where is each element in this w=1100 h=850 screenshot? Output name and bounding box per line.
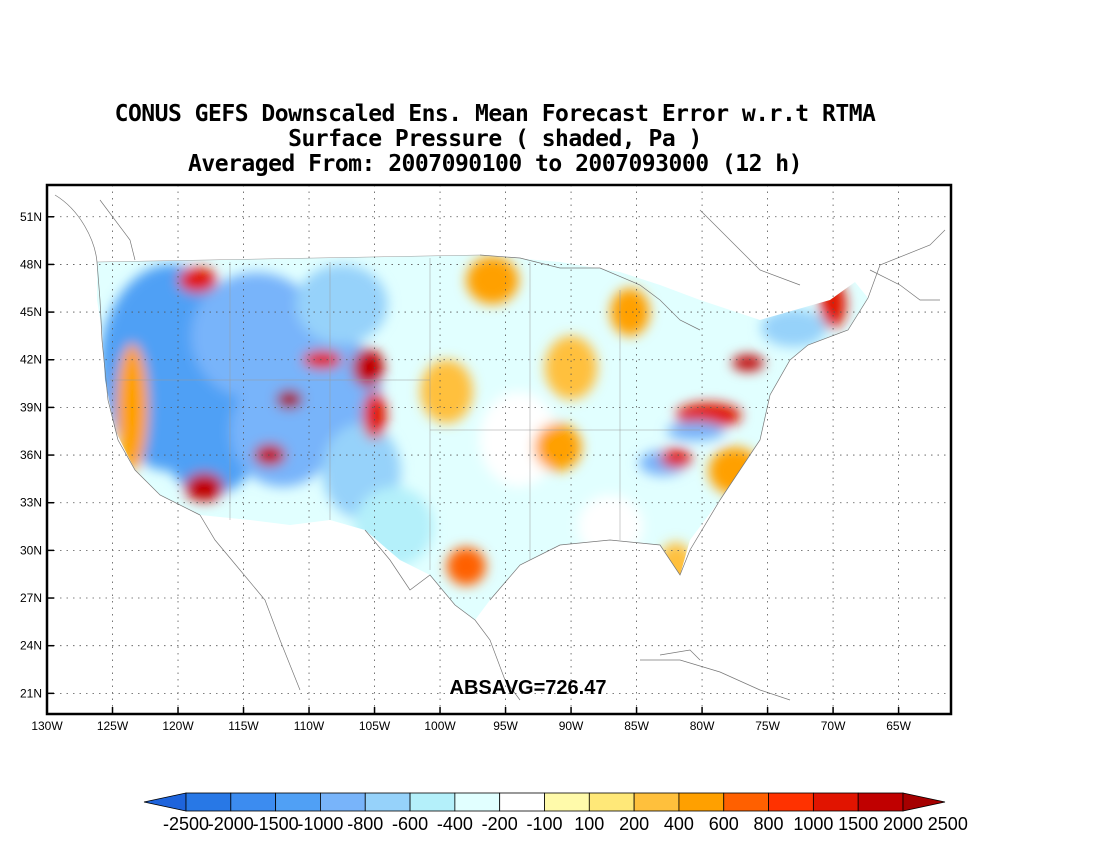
field-region-15: [178, 267, 218, 294]
field-region-11: [254, 443, 286, 467]
colorbar-label: 1500: [838, 814, 878, 834]
colorbar-left-arrow: [143, 792, 187, 812]
colorbar-swatch: [185, 792, 232, 812]
field-region-12: [302, 350, 342, 370]
field-region-1: [191, 272, 323, 400]
colorbar-swatch: [812, 792, 859, 812]
lat-tick-label: 30N: [20, 543, 42, 557]
lon-tick-label: 80W: [690, 719, 715, 733]
colorbar-swatch: [320, 792, 366, 812]
field-region-10: [276, 389, 303, 409]
title-line-3: Averaged From: 2007090100 to 2007093000 …: [188, 151, 802, 177]
lon-tick-label: 65W: [886, 719, 911, 733]
colorbar-label: 600: [709, 814, 739, 834]
colorbar-label: 2500: [928, 814, 968, 834]
colorbar-label: -1500: [253, 814, 299, 834]
lat-tick-label: 27N: [20, 591, 42, 605]
field-region-9: [184, 472, 224, 502]
lon-tick-label: 85W: [624, 719, 649, 733]
absavg-annotation: ABSAVG=726.47: [450, 677, 607, 699]
field-region-23: [610, 288, 650, 336]
coastline-outlines: [54, 194, 946, 701]
colorbar-label: -100: [526, 814, 562, 834]
colorbar-swatch: [633, 792, 680, 812]
colorbar-label: -400: [437, 814, 473, 834]
lon-tick-label: 90W: [559, 719, 584, 733]
plot-frame: [45, 183, 953, 716]
colorbar-swatch: [454, 792, 501, 812]
colorbar-label: 800: [754, 814, 784, 834]
colorbar-swatch: [275, 792, 321, 812]
colorbar-label: -800: [347, 814, 383, 834]
field-region-25: [666, 421, 725, 441]
colorbar-label: -1000: [297, 814, 343, 834]
field-region-17: [420, 359, 473, 424]
colorbar-swatch: [678, 792, 725, 812]
field-region-28: [761, 308, 827, 348]
colorbar-swatch: [499, 792, 545, 812]
field-region-30: [732, 354, 764, 371]
lon-tick-label: 110W: [294, 719, 325, 733]
lat-tick-label: 39N: [20, 400, 42, 414]
lon-tick-label: 75W: [755, 719, 780, 733]
lon-tick-label: 125W: [97, 719, 129, 733]
colorbar-swatch: [857, 792, 904, 812]
colorbar-swatch: [723, 792, 769, 812]
lat-tick-label: 24N: [20, 639, 42, 653]
title-line-2: Surface Pressure ( shaded, Pa ): [288, 126, 702, 152]
lat-tick-label: 36N: [20, 448, 42, 462]
colorbar-label: 100: [574, 814, 604, 834]
lat-tick-label: 45N: [20, 305, 42, 319]
field-region-21: [534, 423, 582, 471]
colorbar-swatch: [588, 792, 635, 812]
lon-tick-label: 120W: [162, 719, 194, 733]
colorbar-swatch: [409, 792, 456, 812]
lon-tick-label: 70W: [821, 719, 846, 733]
field-region-14: [362, 391, 387, 440]
lon-tick-label: 130W: [31, 719, 63, 733]
lon-tick-label: 100W: [424, 719, 456, 733]
lat-tick-label: 21N: [20, 686, 42, 700]
lat-tick-label: 48N: [20, 257, 42, 271]
lat-tick-label: 51N: [20, 210, 42, 224]
lon-tick-label: 115W: [228, 719, 259, 733]
field-region-24: [675, 402, 742, 429]
colorbar-label: -600: [392, 814, 428, 834]
colorbar-label: -2500: [163, 814, 209, 834]
field-region-19: [466, 256, 519, 305]
colorbar: -2500-2000-1500-1000 -800 -600 -400 -200 -100…: [143, 792, 968, 834]
lon-tick-label: 105W: [359, 719, 391, 733]
map-title: CONUS GEFS Downscaled Ens. Mean Forecast…: [0, 102, 990, 177]
longitude-labels: 130W 125W 120W 115W 110W 105W 100W 95W 90W 85W 80W…: [31, 719, 911, 733]
colorbar-label: 200: [619, 814, 649, 834]
colorbar-swatch: [230, 792, 277, 812]
lat-tick-label: 42N: [20, 353, 42, 367]
colorbar-swatch: [544, 792, 590, 812]
colorbar-swatch: [768, 792, 814, 812]
title-line-1: CONUS GEFS Downscaled Ens. Mean Forecast…: [114, 101, 876, 127]
field-region-18: [479, 391, 558, 487]
lat-tick-label: 33N: [20, 496, 42, 510]
colorbar-label: 1000: [793, 814, 833, 834]
field-region-27: [660, 448, 692, 468]
colorbar-label: 2000: [883, 814, 923, 834]
colorbar-right-arrow: [902, 792, 946, 812]
field-region-13: [352, 348, 384, 387]
colorbar-label: -200: [482, 814, 518, 834]
lon-tick-label: 95W: [493, 719, 518, 733]
field-region-6: [295, 264, 388, 344]
colorbar-label: -2000: [208, 814, 254, 834]
border-lines: [96, 254, 700, 570]
field-region-16: [446, 547, 486, 586]
colorbar-label: 400: [664, 814, 694, 834]
latitude-labels: 51N 48N 45N 42N 39N 36N 33N 30N 27N 24N 21N: [20, 210, 42, 701]
colorbar-swatch: [364, 792, 411, 812]
